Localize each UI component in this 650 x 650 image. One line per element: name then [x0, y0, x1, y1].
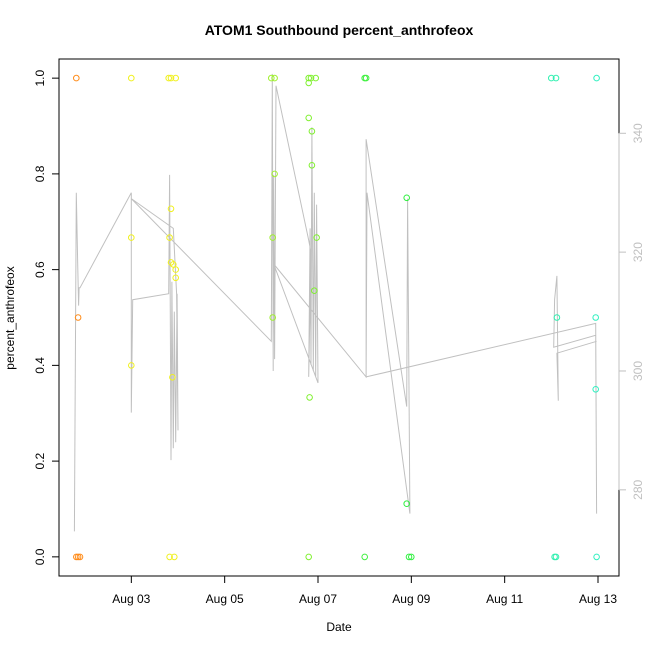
- y2-tick-label: 320: [631, 242, 645, 262]
- scatter-point: [552, 553, 560, 561]
- y2-tick-label: 340: [631, 123, 645, 143]
- scatter-point: [172, 274, 179, 282]
- scatter-point: [593, 553, 600, 561]
- x-tick-label: Aug 07: [299, 592, 337, 606]
- scatter-point: [271, 74, 278, 82]
- scatter-point: [167, 205, 175, 213]
- scatter-point: [269, 234, 277, 241]
- y-tick-label: 0.4: [33, 357, 47, 374]
- scatter-point: [170, 261, 177, 268]
- scatter-point: [305, 114, 313, 122]
- scatter-point: [408, 553, 415, 561]
- scatter-point: [269, 314, 277, 321]
- scatter-point: [73, 74, 80, 82]
- scatter-point: [165, 74, 172, 82]
- scatter-point: [172, 74, 179, 82]
- scatter-point: [167, 74, 175, 82]
- plot-frame: [58, 58, 620, 577]
- scatter-point: [593, 74, 600, 82]
- scatter-point: [76, 553, 84, 561]
- scatter-point: [405, 553, 413, 561]
- scatter-point: [308, 128, 316, 135]
- y-tick-label: 1.0: [33, 69, 47, 86]
- points-layer: [73, 74, 600, 561]
- scatter-point: [305, 74, 313, 82]
- scatter-point: [313, 234, 320, 241]
- x-tick-label: Aug 13: [579, 592, 617, 606]
- scatter-point: [548, 74, 555, 82]
- scatter-point: [169, 374, 176, 381]
- x-tick-label: Aug 03: [112, 592, 150, 606]
- x-axis-label: Date: [326, 620, 352, 634]
- scatter-point: [128, 362, 135, 369]
- scatter-point: [592, 314, 600, 321]
- scatter-point: [592, 386, 600, 393]
- scatter-point: [305, 553, 313, 561]
- scatter-point: [311, 287, 318, 295]
- y2-axis: 280 300 320 340: [618, 123, 645, 500]
- scatter-point: [362, 74, 370, 82]
- scatter-point: [308, 162, 316, 169]
- line-series-layer: [73, 73, 598, 532]
- scatter-point: [128, 234, 135, 241]
- scatter-point: [73, 553, 80, 561]
- y2-tick-label: 300: [631, 361, 645, 381]
- y-tick-label: 0.0: [33, 548, 47, 565]
- scatter-point: [271, 170, 278, 178]
- scatter-point: [74, 553, 82, 561]
- y-axis: 0.0 0.2 0.4 0.6 0.8 1.0: [33, 69, 60, 565]
- scatter-point: [312, 74, 320, 82]
- scatter-point: [172, 266, 179, 273]
- chart-title: ATOM1 Southbound percent_anthrofeox: [205, 22, 474, 38]
- scatter-point: [166, 553, 173, 561]
- scatter-point: [305, 79, 313, 87]
- y2-tick-label: 280: [631, 480, 645, 500]
- y-tick-label: 0.6: [33, 261, 47, 278]
- x-tick-label: Aug 05: [206, 592, 244, 606]
- grey-line-series: [73, 73, 598, 532]
- y-tick-label: 0.2: [33, 452, 47, 469]
- y-axis-label: percent_anthrofeox: [3, 266, 17, 369]
- x-tick-label: Aug 09: [392, 592, 430, 606]
- scatter-point: [268, 74, 275, 82]
- scatter-point: [552, 74, 560, 82]
- scatter-point: [403, 500, 411, 508]
- y-tick-label: 0.8: [33, 165, 47, 182]
- scatter-point: [361, 553, 369, 561]
- scatter-point: [171, 553, 178, 561]
- scatter-point: [74, 314, 82, 321]
- scatter-point: [553, 314, 561, 321]
- x-tick-label: Aug 11: [486, 592, 523, 606]
- x-axis: Aug 03 Aug 05 Aug 07 Aug 09 Aug 11 Aug 13: [112, 575, 617, 606]
- scatter-point: [403, 194, 411, 202]
- scatter-point: [128, 74, 135, 82]
- scatter-point: [166, 234, 173, 241]
- scatter-point: [306, 394, 313, 401]
